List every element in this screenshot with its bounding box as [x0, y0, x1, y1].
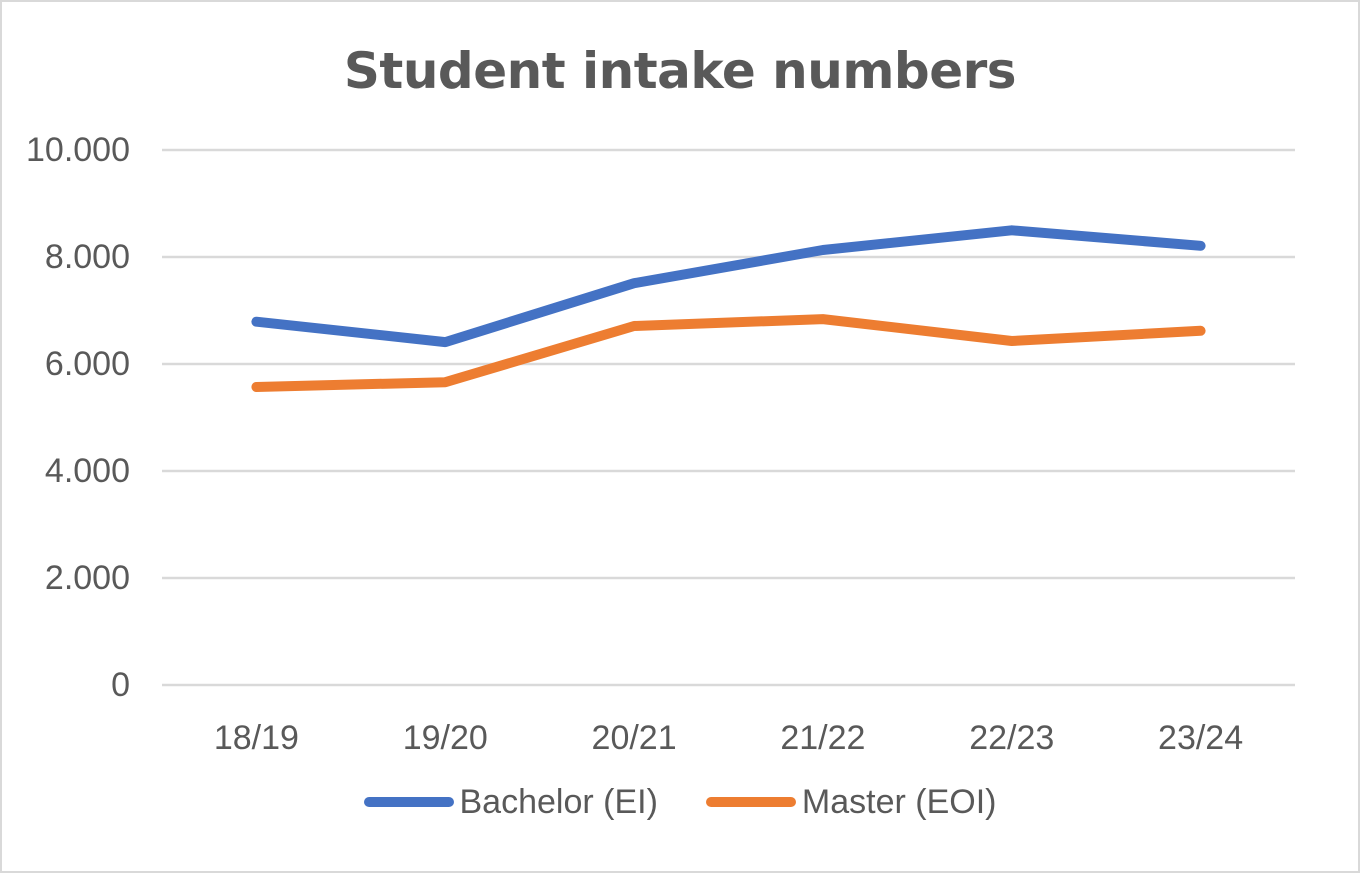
x-tick-label: 21/22	[780, 719, 866, 757]
x-tick-label: 19/20	[402, 719, 488, 757]
x-tick-label: 23/24	[1158, 719, 1244, 757]
y-tick-label: 8.000	[44, 238, 130, 276]
y-tick-label: 6.000	[44, 345, 130, 383]
x-tick-label: 20/21	[591, 719, 677, 757]
legend-label-master: Master (EOI)	[801, 783, 997, 821]
series-line-0[interactable]	[251, 225, 1206, 348]
series-line-1[interactable]	[251, 314, 1206, 392]
y-tick-label: 0	[111, 666, 130, 704]
chart-title: Student intake numbers	[343, 42, 1017, 100]
x-tick-label: 22/23	[969, 719, 1055, 757]
legend-item-bachelor[interactable]: Bachelor (EI)	[363, 782, 658, 822]
legend-swatch-bachelor-icon	[363, 797, 454, 807]
y-tick-label: 10.000	[26, 131, 130, 169]
legend-item-master[interactable]: Master (EOI)	[705, 782, 997, 822]
legend-swatch-master-icon	[705, 797, 796, 807]
legend: Bachelor (EI) Master (EOI)	[0, 782, 1360, 822]
y-tick-label: 2.000	[44, 559, 130, 597]
x-tick-label: 18/19	[213, 719, 299, 757]
y-tick-label: 4.000	[44, 452, 130, 490]
legend-label-bachelor: Bachelor (EI)	[459, 783, 658, 821]
